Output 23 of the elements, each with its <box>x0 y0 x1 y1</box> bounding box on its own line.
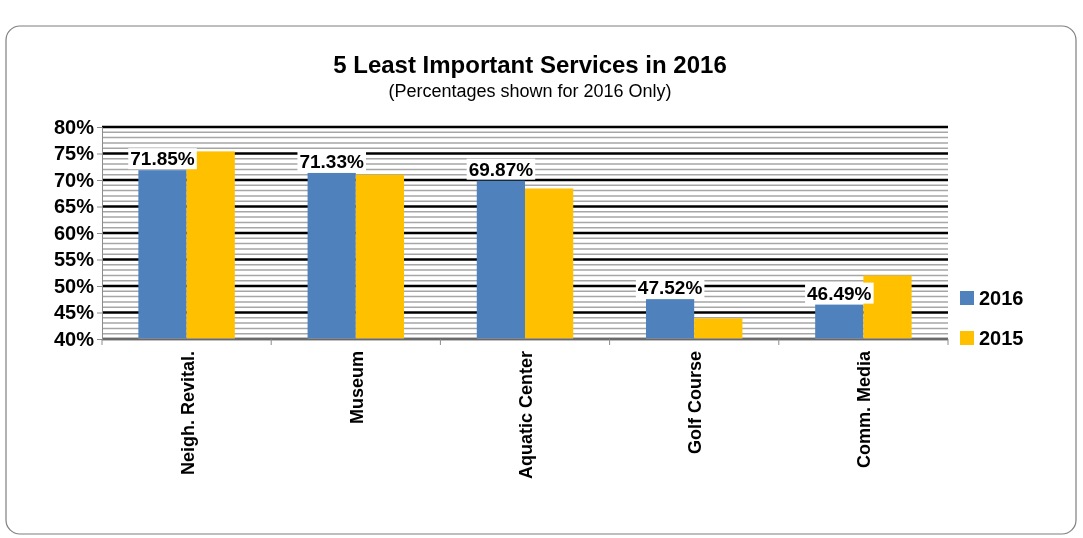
data-label: 47.52% <box>637 277 703 299</box>
y-tick-label: 80% <box>53 115 95 138</box>
y-tick-label: 60% <box>53 221 95 244</box>
x-tick-label: Neigh. Revital. <box>177 351 198 476</box>
x-tick-label: Museum <box>346 351 367 425</box>
chart-title: 5 Least Important Services in 2016 <box>333 51 727 78</box>
data-label: 71.85% <box>130 148 195 170</box>
y-tick-label: 55% <box>53 248 95 271</box>
data-label: 71.33% <box>299 150 365 172</box>
data-label: 46.49% <box>807 282 872 304</box>
legend-label: 2016 <box>979 287 1024 309</box>
y-tick-label: 45% <box>53 301 95 324</box>
x-tick-label: Aquatic Center <box>516 351 536 480</box>
y-tick-label: 50% <box>53 274 95 297</box>
y-tick-label: 65% <box>53 195 95 218</box>
chart-subtitle: (Percentages shown for 2016 Only) <box>388 81 672 101</box>
x-tick-label: Comm. Media <box>854 350 875 469</box>
y-tick-label: 75% <box>53 142 95 165</box>
data-label: 69.87% <box>468 158 534 180</box>
y-tick-label: 40% <box>53 327 95 350</box>
x-tick-label: Golf Course <box>685 351 706 455</box>
legend-label: 2015 <box>979 327 1024 349</box>
y-tick-label: 70% <box>53 168 95 191</box>
